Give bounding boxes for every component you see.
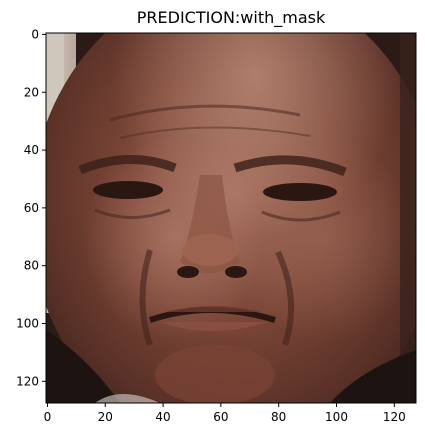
y-tick-label: 60 — [24, 201, 39, 215]
y-tick-label: 80 — [24, 259, 39, 273]
x-tick-label: 0 — [44, 410, 52, 424]
plot-title: PREDICTION:with_mask — [136, 8, 326, 27]
y-tick-label: 120 — [16, 374, 39, 388]
x-tick-label: 80 — [271, 410, 286, 424]
y-tick-label: 20 — [24, 85, 39, 99]
x-axis: 0 20 40 60 80 100 120 — [44, 403, 406, 424]
x-tick-label: 20 — [98, 410, 113, 424]
axes-frame — [45, 32, 417, 404]
x-tick-label: 40 — [155, 410, 170, 424]
face-image — [46, 33, 416, 403]
x-tick-label: 120 — [383, 410, 406, 424]
y-axis: 0 20 40 60 80 100 120 — [16, 27, 46, 388]
x-tick-label: 60 — [213, 410, 228, 424]
y-tick-label: 100 — [16, 317, 39, 331]
y-tick-label: 40 — [24, 143, 39, 157]
y-tick-label: 0 — [31, 27, 39, 41]
x-tick-label: 100 — [325, 410, 348, 424]
